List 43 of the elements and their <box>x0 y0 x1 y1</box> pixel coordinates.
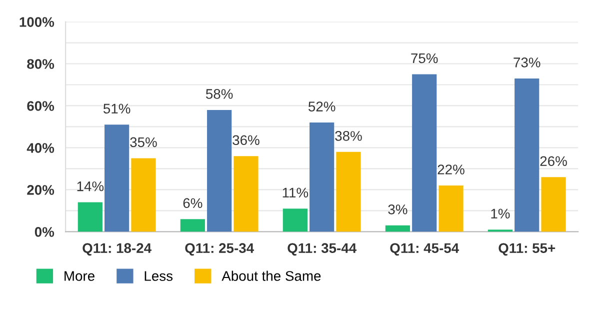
data-label: 35% <box>130 137 157 148</box>
bar <box>131 158 156 232</box>
y-tick-label: 20% <box>27 185 54 195</box>
y-tick-label: 60% <box>27 101 54 111</box>
x-tick-label: Q11: 25-34 <box>185 243 254 256</box>
data-label: 58% <box>206 89 233 99</box>
data-label: 52% <box>308 102 336 112</box>
bar <box>78 202 102 232</box>
bar <box>438 186 464 232</box>
bar <box>104 124 130 232</box>
y-tick-label: 0% <box>34 227 54 237</box>
bar <box>336 152 361 232</box>
data-label: 22% <box>438 164 464 174</box>
y-tick-label: 40% <box>26 143 54 153</box>
y-tick-label: 100% <box>20 17 54 27</box>
bar <box>310 122 334 232</box>
x-tick-label: Q11: 55+ <box>498 243 556 256</box>
data-label: 75% <box>411 53 438 64</box>
bar <box>282 208 308 232</box>
bar <box>541 177 566 232</box>
bar <box>234 156 258 232</box>
x-tick-label: Q11: 45-54 <box>390 243 460 256</box>
bar <box>180 219 205 232</box>
x-tick-label: Q11: 35-44 <box>288 243 357 256</box>
bar <box>412 74 437 232</box>
data-label: 1% <box>491 208 510 218</box>
data-label: 38% <box>335 131 362 141</box>
data-label: 14% <box>77 181 104 192</box>
bar <box>514 78 540 232</box>
legend-label: Less <box>144 271 173 281</box>
x-tick-label: Q11: 18-24 <box>82 243 152 256</box>
bar <box>207 110 232 232</box>
data-label: 6% <box>183 198 202 208</box>
legend-label: About the Same <box>222 270 321 281</box>
data-label: 3% <box>388 204 408 214</box>
y-tick-label: 80% <box>27 59 54 69</box>
data-label: 36% <box>232 135 260 146</box>
legend-label: More <box>64 271 94 281</box>
data-label: 11% <box>282 188 308 198</box>
bar <box>385 225 410 232</box>
data-label: 26% <box>540 156 567 166</box>
data-label: 73% <box>514 58 540 68</box>
data-label: 51% <box>103 104 130 114</box>
